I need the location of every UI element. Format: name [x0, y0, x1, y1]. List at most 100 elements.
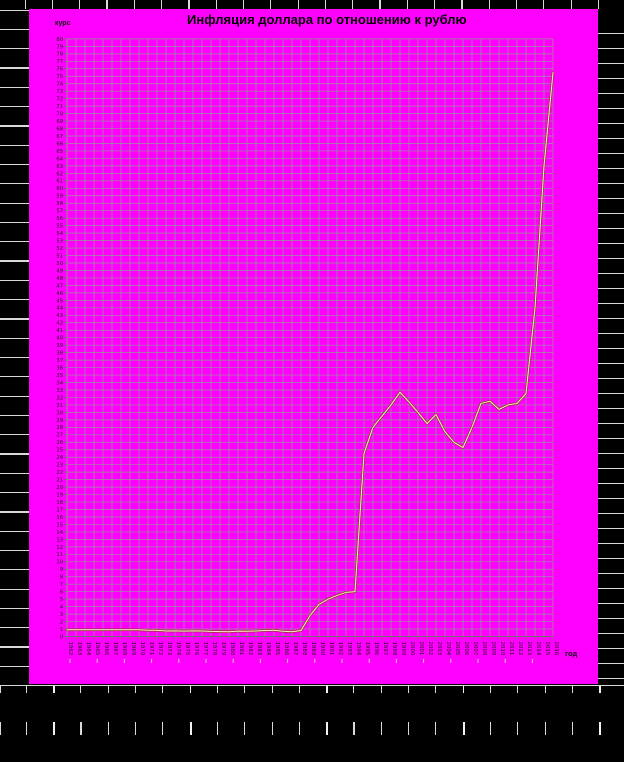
svg-text:25: 25 — [56, 448, 63, 454]
svg-text:2000: 2000 — [409, 642, 415, 656]
frame-tick-mark — [0, 183, 29, 185]
svg-text:72: 72 — [56, 97, 63, 103]
svg-text:1972: 1972 — [157, 642, 163, 656]
svg-text:2016: 2016 — [553, 642, 559, 656]
svg-text:13: 13 — [56, 537, 63, 543]
svg-text:2009: 2009 — [490, 642, 496, 656]
frame-tick-mark — [598, 123, 624, 125]
frame-tick-mark — [517, 722, 519, 735]
svg-text:61: 61 — [56, 179, 63, 185]
frame-tick-mark — [598, 438, 624, 440]
svg-text:2: 2 — [60, 619, 63, 625]
frame-tick-mark — [0, 221, 29, 224]
svg-text:24: 24 — [56, 455, 63, 461]
svg-text:39: 39 — [56, 343, 63, 349]
frame-tick-mark — [0, 453, 29, 455]
grid — [66, 38, 554, 637]
frame-tick-mark — [598, 663, 624, 665]
frame-tick-mark — [25, 686, 27, 693]
frame-tick-mark — [597, 0, 600, 9]
frame-tick-mark — [598, 423, 624, 425]
frame-tick-mark — [598, 93, 624, 95]
frame-tick-mark — [353, 686, 355, 693]
svg-text:30: 30 — [56, 410, 63, 416]
svg-text:14: 14 — [56, 530, 63, 536]
frame-tick-mark — [598, 348, 624, 350]
svg-text:1968: 1968 — [121, 642, 127, 656]
svg-text:1979: 1979 — [220, 642, 226, 656]
frame-tick-mark — [271, 722, 273, 735]
svg-text:9: 9 — [60, 567, 63, 573]
frame-tick-mark — [598, 333, 624, 335]
frame-tick-mark — [326, 686, 328, 693]
frame-tick-mark — [0, 48, 29, 50]
frame-tick-mark — [570, 0, 572, 9]
frame-tick-mark — [135, 686, 136, 693]
frame-tick-mark — [598, 33, 624, 35]
frame-tick-mark — [0, 492, 29, 494]
frame-tick-mark — [25, 722, 27, 735]
svg-text:22: 22 — [56, 470, 63, 476]
svg-text:65: 65 — [56, 149, 63, 155]
frame-tick-mark — [0, 202, 29, 204]
frame-tick-mark — [406, 0, 408, 9]
svg-text:57: 57 — [56, 209, 63, 215]
svg-text:1971: 1971 — [148, 642, 154, 656]
frame-tick-mark — [51, 0, 54, 9]
frame-tick-mark — [379, 0, 381, 9]
svg-text:1999: 1999 — [400, 642, 406, 656]
frame-tick-mark — [0, 665, 29, 667]
svg-text:2008: 2008 — [481, 642, 487, 656]
frame-tick-mark — [598, 48, 624, 50]
frame-tick-mark — [598, 468, 624, 470]
svg-text:7: 7 — [60, 582, 63, 588]
svg-text:21: 21 — [56, 478, 63, 484]
svg-text:62: 62 — [56, 171, 63, 177]
svg-text:10: 10 — [56, 560, 63, 566]
frame-tick-mark — [297, 0, 299, 9]
svg-text:1996: 1996 — [373, 642, 379, 656]
frame-tick-mark — [135, 722, 137, 735]
frame-tick-mark — [0, 569, 29, 571]
frame-tick-mark — [598, 243, 624, 245]
svg-text:1993: 1993 — [346, 642, 352, 656]
frame-tick-mark — [435, 722, 437, 735]
svg-text:12: 12 — [56, 545, 63, 551]
frame-tick-mark — [0, 28, 29, 31]
frame-tick-mark — [517, 686, 519, 693]
svg-text:42: 42 — [56, 321, 63, 327]
svg-text:23: 23 — [56, 463, 63, 469]
frame-tick-mark — [598, 588, 624, 590]
svg-text:1995: 1995 — [364, 642, 370, 656]
svg-text:74: 74 — [56, 82, 63, 88]
frame-tick-mark — [106, 0, 108, 9]
frame-tick-mark — [599, 722, 602, 735]
svg-text:1962: 1962 — [67, 642, 73, 656]
frame-tick-mark — [189, 722, 192, 735]
frame-tick-mark — [434, 0, 436, 9]
frame-tick-mark — [598, 363, 624, 365]
svg-text:1964: 1964 — [85, 642, 91, 656]
frame-tick-mark — [0, 511, 29, 513]
frame-tick-mark — [598, 288, 624, 290]
frame-tick-mark — [352, 0, 354, 9]
frame-tick-mark — [0, 686, 1, 693]
frame-tick-mark — [598, 573, 624, 575]
svg-text:8: 8 — [60, 575, 63, 581]
frame-tick-mark — [216, 722, 219, 735]
svg-text:5: 5 — [60, 597, 63, 603]
frame-tick-mark — [598, 678, 624, 680]
frame-tick-mark — [270, 0, 272, 9]
svg-text:1984: 1984 — [265, 642, 271, 656]
svg-text:45: 45 — [56, 298, 63, 304]
svg-text:1980: 1980 — [229, 642, 235, 656]
frame-tick-mark — [324, 0, 327, 9]
frame-tick-mark — [0, 376, 29, 378]
frame-tick-mark — [216, 686, 218, 693]
frame-tick-mark — [544, 686, 546, 693]
svg-text:1970: 1970 — [139, 642, 145, 656]
frame-tick-mark — [598, 153, 624, 155]
frame-tick-mark — [598, 633, 624, 635]
svg-text:2003: 2003 — [436, 642, 442, 656]
